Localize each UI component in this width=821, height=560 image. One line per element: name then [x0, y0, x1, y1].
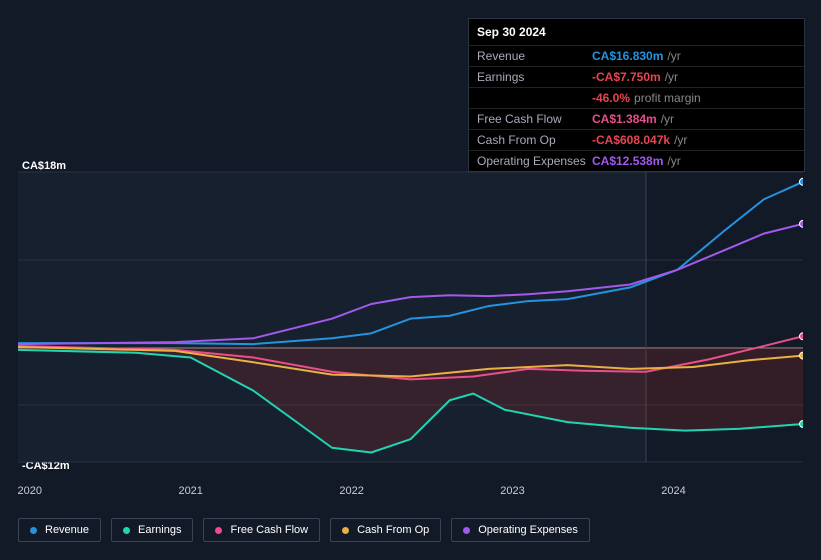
x-axis-label: 2022: [339, 485, 363, 497]
tooltip-row: Earnings-CA$7.750m/yr: [469, 66, 804, 87]
legend-label: Operating Expenses: [478, 524, 578, 536]
legend-dot-icon: [30, 527, 37, 534]
x-axis-label: 2024: [661, 485, 685, 497]
tooltip-row: Cash From Op-CA$608.047k/yr: [469, 129, 804, 150]
legend-dot-icon: [342, 527, 349, 534]
tooltip-row-unit: /yr: [674, 133, 687, 147]
legend-item[interactable]: Operating Expenses: [451, 518, 590, 542]
tooltip-row-label: Earnings: [477, 70, 592, 84]
legend-item[interactable]: Cash From Op: [330, 518, 441, 542]
tooltip-row-unit: /yr: [667, 49, 680, 63]
tooltip-row-value: CA$16.830m: [592, 49, 663, 63]
tooltip-row: Free Cash FlowCA$1.384m/yr: [469, 108, 804, 129]
tooltip-row-value: -CA$7.750m: [592, 70, 661, 84]
tooltip-date: Sep 30 2024: [469, 19, 804, 45]
tooltip-row-unit: /yr: [665, 70, 678, 84]
legend-item[interactable]: Earnings: [111, 518, 193, 542]
x-axis-label: 2020: [18, 485, 42, 497]
legend-item[interactable]: Free Cash Flow: [203, 518, 320, 542]
tooltip-row: -46.0% profit margin: [469, 87, 804, 108]
tooltip-row-label: Revenue: [477, 49, 592, 63]
x-axis-label: 2023: [500, 485, 524, 497]
tooltip-row-value: -46.0%: [592, 91, 630, 105]
legend-label: Earnings: [138, 524, 181, 536]
legend-label: Free Cash Flow: [230, 524, 308, 536]
tooltip-row: RevenueCA$16.830m/yr: [469, 45, 804, 66]
tooltip-row-unit: profit margin: [634, 91, 701, 105]
legend-item[interactable]: Revenue: [18, 518, 101, 542]
tooltip-row-value: -CA$608.047k: [592, 133, 670, 147]
chart-container: Sep 30 2024 RevenueCA$16.830m/yrEarnings…: [0, 0, 821, 560]
tooltip-row-value: CA$1.384m: [592, 112, 657, 126]
tooltip-row-unit: /yr: [661, 112, 674, 126]
legend-dot-icon: [215, 527, 222, 534]
chart-tooltip: Sep 30 2024 RevenueCA$16.830m/yrEarnings…: [468, 18, 805, 172]
legend-label: Cash From Op: [357, 524, 429, 536]
x-axis-label: 2021: [178, 485, 202, 497]
legend-dot-icon: [123, 527, 130, 534]
legend-dot-icon: [463, 527, 470, 534]
legend-label: Revenue: [45, 524, 89, 536]
x-axis: 2020 2021 2022 2023 2024: [18, 485, 803, 505]
chart-legend: Revenue Earnings Free Cash Flow Cash From O…: [18, 518, 590, 542]
tooltip-row-label: Cash From Op: [477, 133, 592, 147]
tooltip-row-label: Free Cash Flow: [477, 112, 592, 126]
line-chart: [18, 160, 803, 475]
